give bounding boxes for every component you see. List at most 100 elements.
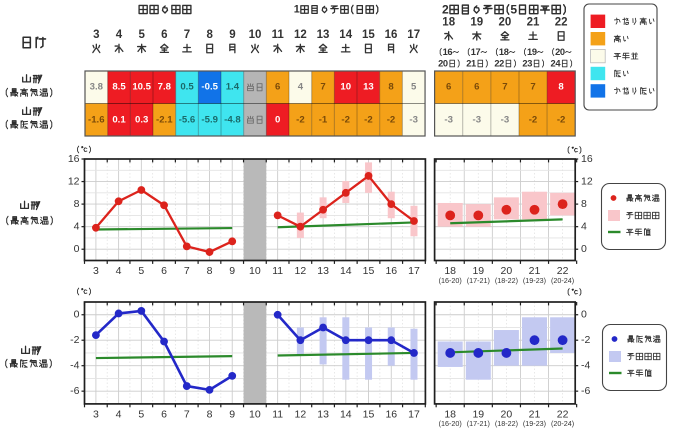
svg-text:16: 16 <box>385 265 397 277</box>
svg-text:6: 6 <box>446 82 451 93</box>
svg-text:7: 7 <box>320 82 325 93</box>
svg-text:-2: -2 <box>341 114 350 125</box>
svg-text:3: 3 <box>93 265 99 277</box>
svg-text:-2: -2 <box>387 114 396 125</box>
svg-text:0.5: 0.5 <box>180 82 194 93</box>
svg-text:7.8: 7.8 <box>158 82 172 93</box>
svg-text:15: 15 <box>362 29 375 41</box>
svg-text:(19-23): (19-23) <box>523 276 546 285</box>
svg-text:4: 4 <box>116 265 122 277</box>
svg-text:6: 6 <box>474 82 479 93</box>
svg-text:-2: -2 <box>364 114 373 125</box>
svg-text:7: 7 <box>530 82 535 93</box>
svg-text:4: 4 <box>74 221 80 233</box>
svg-text:4: 4 <box>116 409 122 421</box>
svg-text:11: 11 <box>272 29 285 41</box>
svg-text:(17-21): (17-21) <box>467 276 490 285</box>
svg-text:17: 17 <box>408 265 420 277</box>
svg-text:-2: -2 <box>529 114 538 125</box>
svg-text:9: 9 <box>229 409 235 421</box>
svg-text:0.3: 0.3 <box>135 114 148 125</box>
svg-text:1: 1 <box>294 4 300 16</box>
svg-text:-5.6: -5.6 <box>179 114 196 125</box>
svg-text:5: 5 <box>138 409 144 421</box>
svg-text:(18-22): (18-22) <box>495 276 518 285</box>
svg-text:8: 8 <box>504 47 509 57</box>
svg-text:3.8: 3.8 <box>90 82 104 93</box>
svg-text:(16-20): (16-20) <box>439 276 462 285</box>
svg-text:0: 0 <box>275 114 280 125</box>
svg-text:19: 19 <box>472 265 484 277</box>
svg-text:-3: -3 <box>409 114 418 125</box>
svg-text:6: 6 <box>161 265 167 277</box>
svg-text:17: 17 <box>408 409 420 421</box>
svg-text:12: 12 <box>294 29 307 41</box>
svg-text:2: 2 <box>551 59 556 69</box>
svg-text:20: 20 <box>501 265 513 277</box>
svg-text:12: 12 <box>68 176 80 188</box>
svg-text:0: 0 <box>74 309 80 321</box>
svg-text:22: 22 <box>555 17 568 29</box>
svg-text:6: 6 <box>447 47 452 57</box>
svg-text:14: 14 <box>340 409 352 421</box>
svg-text:5: 5 <box>411 82 417 93</box>
svg-text:2: 2 <box>442 3 449 17</box>
svg-text:1: 1 <box>527 47 532 57</box>
svg-text:10.5: 10.5 <box>132 82 151 93</box>
svg-text:-4: -4 <box>581 360 590 372</box>
svg-text:(20-24): (20-24) <box>551 276 574 285</box>
svg-text:4: 4 <box>581 221 587 233</box>
svg-text:20: 20 <box>499 17 512 29</box>
svg-text:8: 8 <box>388 82 394 93</box>
svg-text:11: 11 <box>272 265 283 277</box>
svg-text:10: 10 <box>340 82 351 93</box>
svg-text:2: 2 <box>522 59 527 69</box>
svg-text:22: 22 <box>557 409 569 421</box>
svg-text:19: 19 <box>470 17 483 29</box>
svg-text:-2: -2 <box>70 334 79 346</box>
svg-text:9: 9 <box>229 265 235 277</box>
svg-text:-2: -2 <box>296 114 305 125</box>
svg-text:8: 8 <box>581 198 587 210</box>
svg-text:(18-22): (18-22) <box>495 419 518 428</box>
svg-text:0: 0 <box>581 309 587 321</box>
svg-text:(16-20): (16-20) <box>439 419 462 428</box>
svg-text:14: 14 <box>340 265 352 277</box>
svg-text:10: 10 <box>249 409 261 421</box>
svg-text:3: 3 <box>527 59 532 69</box>
svg-text:-4: -4 <box>70 360 79 372</box>
svg-text:2: 2 <box>438 59 443 69</box>
svg-text:19: 19 <box>472 409 484 421</box>
svg-text:-2: -2 <box>557 114 566 125</box>
svg-text:1: 1 <box>443 47 448 57</box>
svg-text:-6: -6 <box>581 385 590 397</box>
svg-text:10: 10 <box>249 265 261 277</box>
svg-text:13: 13 <box>363 82 374 93</box>
svg-text:21: 21 <box>529 409 541 421</box>
svg-text:4: 4 <box>298 82 304 93</box>
svg-text:5: 5 <box>138 265 144 277</box>
svg-text:8: 8 <box>206 29 213 41</box>
svg-text:11: 11 <box>272 409 283 421</box>
svg-text:6: 6 <box>161 409 167 421</box>
svg-text:2: 2 <box>555 47 560 57</box>
svg-text:14: 14 <box>339 29 352 41</box>
svg-text:(19-23): (19-23) <box>523 419 546 428</box>
svg-text:18: 18 <box>442 17 455 29</box>
svg-text:13: 13 <box>317 409 329 421</box>
svg-text:16: 16 <box>385 409 397 421</box>
svg-text:8: 8 <box>74 198 80 210</box>
svg-text:7: 7 <box>184 29 190 41</box>
svg-text:8: 8 <box>207 409 213 421</box>
svg-text:-3: -3 <box>444 114 453 125</box>
svg-text:8.5: 8.5 <box>112 82 126 93</box>
svg-text:1.4: 1.4 <box>226 82 240 93</box>
svg-text:4: 4 <box>116 29 123 41</box>
svg-text:-2.1: -2.1 <box>156 114 173 125</box>
svg-text:16: 16 <box>68 153 80 165</box>
svg-text:7: 7 <box>184 409 190 421</box>
svg-text:7: 7 <box>184 265 190 277</box>
svg-text:15: 15 <box>363 409 375 421</box>
svg-text:-6: -6 <box>70 385 79 397</box>
svg-text:7: 7 <box>476 47 481 57</box>
